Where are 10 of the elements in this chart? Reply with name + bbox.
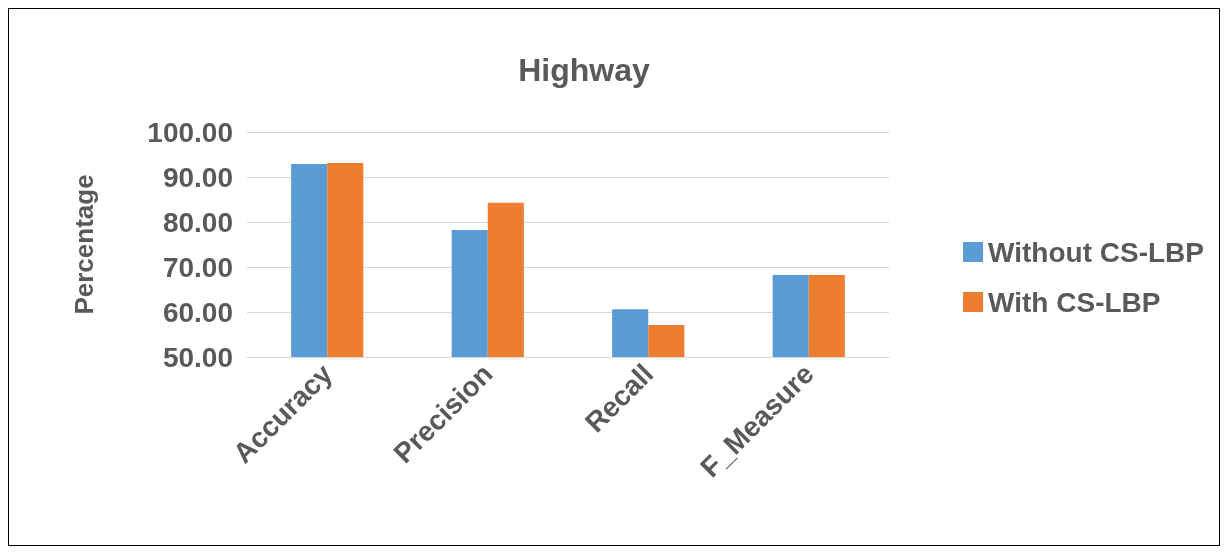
y-tick-label: 70.00 [162,251,233,283]
legend-label: With CS-LBP [988,286,1161,318]
y-axis-title: Percentage [69,174,99,315]
y-tick-label: 50.00 [162,341,233,373]
y-tick-label: 90.00 [162,161,233,193]
legend-label: Without CS-LBP [988,236,1204,268]
y-tick-label: 100.00 [147,116,233,148]
y-tick-label: 80.00 [162,206,233,238]
chart-title: Highway [518,52,650,88]
y-tick-label: 60.00 [162,296,233,328]
